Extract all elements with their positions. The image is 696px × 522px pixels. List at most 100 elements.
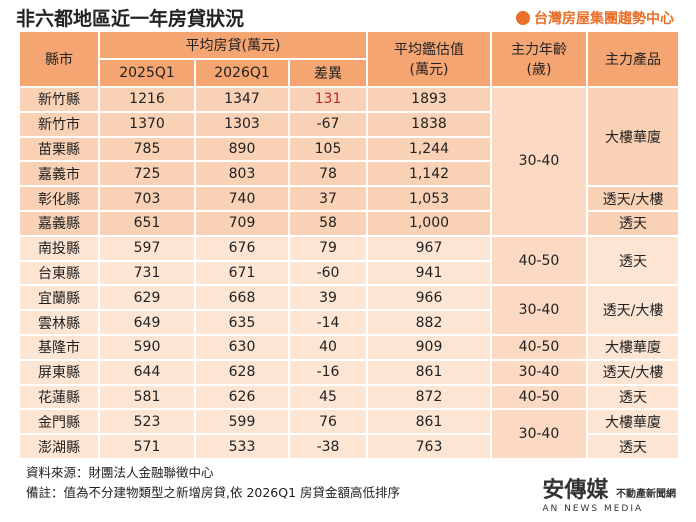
table-row: 金門縣 523 599 76 861 30-40 大樓華廈 xyxy=(18,408,680,460)
city-cell: 宜蘭縣 xyxy=(18,284,100,312)
table-row: 嘉義縣 651 709 58 1,000 透天 xyxy=(18,209,680,237)
product-cell: 透天 xyxy=(586,433,680,460)
city-cell: 金門縣 xyxy=(18,408,100,436)
header-text: (萬元) xyxy=(409,62,449,78)
value-cell: 967 xyxy=(366,234,492,262)
value-cell: 40 xyxy=(288,333,368,361)
watermark: 安傳媒 不動產新聞網 AN NEWS MEDIA xyxy=(542,472,676,514)
value-cell: 1370 xyxy=(98,110,196,138)
value-cell: 1,053 xyxy=(366,185,492,212)
table-row: 屏東縣 644 628 -16 861 30-40 透天/大樓 xyxy=(18,358,680,386)
value-cell: 1893 xyxy=(366,86,492,113)
value-cell: 725 xyxy=(98,160,196,188)
value-cell: 78 xyxy=(288,160,368,188)
table-row: 宜蘭縣 629 668 39 966 30-40 透天/大樓 xyxy=(18,284,680,336)
age-cell: 30-40 xyxy=(490,358,588,386)
value-cell: 533 xyxy=(194,433,290,460)
age-cell: 30-40 xyxy=(490,284,588,336)
value-cell: 651 xyxy=(98,209,196,237)
value-cell: 676 xyxy=(194,234,290,262)
header-row: 縣市 平均房貸(萬元) 平均鑑估值 (萬元) 主力年齡 (歲) 主力產品 xyxy=(18,30,680,88)
table-row: 彰化縣 703 740 37 1,053 透天/大樓 xyxy=(18,185,680,212)
city-cell: 花蓮縣 xyxy=(18,383,100,411)
value-cell: 626 xyxy=(194,383,290,411)
value-cell: 590 xyxy=(98,333,196,361)
header-text: 主力年齡 xyxy=(511,42,567,58)
value-cell: 731 xyxy=(98,259,196,287)
logo: 台灣房屋集團趨勢中心 xyxy=(516,8,674,28)
remark-note: 備註：值為不分建物類型之新增房貸,依 2026Q1 房貸金額高低排序 xyxy=(26,485,401,500)
watermark-sub: 不動產新聞網 xyxy=(616,489,676,500)
source-note: 資料來源：財團法人金融聯徵中心 xyxy=(26,465,214,480)
value-cell: -67 xyxy=(288,110,368,138)
product-cell: 透天/大樓 xyxy=(586,284,680,336)
watermark-english: AN NEWS MEDIA xyxy=(542,504,644,514)
value-cell: 628 xyxy=(194,358,290,386)
value-cell: 599 xyxy=(194,408,290,436)
city-cell: 新竹縣 xyxy=(18,86,100,113)
value-cell: 629 xyxy=(98,284,196,312)
value-cell: 872 xyxy=(366,383,492,411)
value-cell: 597 xyxy=(98,234,196,262)
table-row: 南投縣 597 676 79 967 40-50 透天 xyxy=(18,234,680,287)
value-cell: 131 xyxy=(288,86,368,113)
value-cell: 941 xyxy=(366,259,492,287)
product-cell: 大樓華廈 xyxy=(586,408,680,436)
value-cell: 1303 xyxy=(194,110,290,138)
value-cell: 668 xyxy=(194,284,290,312)
value-cell: 644 xyxy=(98,358,196,386)
age-cell: 30-40 xyxy=(490,408,588,460)
product-cell: 大樓華廈 xyxy=(586,333,680,361)
value-cell: 571 xyxy=(98,433,196,460)
value-cell: 890 xyxy=(194,135,290,163)
value-cell: 1838 xyxy=(366,110,492,138)
value-cell: 45 xyxy=(288,383,368,411)
table-row: 雲林縣 649 635 -14 882 xyxy=(18,309,679,336)
header-cell: 平均鑑估值 (萬元) xyxy=(366,30,492,88)
table-row: 嘉義市 725 803 78 1,142 xyxy=(18,160,679,188)
city-cell: 澎湖縣 xyxy=(18,433,100,460)
table-row: 基隆市 590 630 40 909 40-50 大樓華廈 xyxy=(18,333,680,361)
table-row: 新竹市 1370 1303 -67 1838 xyxy=(18,110,679,138)
value-cell: 1347 xyxy=(194,86,290,113)
value-cell: 1216 xyxy=(98,86,196,113)
city-cell: 苗栗縣 xyxy=(18,135,100,163)
watermark-brand: 安傳媒 xyxy=(542,478,609,503)
value-cell: 635 xyxy=(194,309,290,336)
age-cell: 40-50 xyxy=(490,234,588,287)
product-cell: 透天/大樓 xyxy=(586,185,680,212)
value-cell: 76 xyxy=(288,408,368,436)
value-cell: 763 xyxy=(366,433,492,460)
city-cell: 基隆市 xyxy=(18,333,100,361)
value-cell: 1,142 xyxy=(366,160,492,188)
header-text: 平均鑑估值 xyxy=(394,42,464,58)
header-cell: 平均房貸(萬元) xyxy=(98,30,368,60)
header-cell: 主力年齡 (歲) xyxy=(490,30,588,88)
table-row: 花蓮縣 581 626 45 872 40-50 透天 xyxy=(18,383,680,411)
value-cell: 909 xyxy=(366,333,492,361)
title: 非六都地區近一年房貸狀況 xyxy=(16,8,245,30)
product-cell: 透天 xyxy=(586,234,680,287)
logo-icon xyxy=(516,11,530,25)
value-cell: 861 xyxy=(366,408,492,436)
value-cell: 649 xyxy=(98,309,196,336)
city-cell: 屏東縣 xyxy=(18,358,100,386)
value-cell: 671 xyxy=(194,259,290,287)
value-cell: -14 xyxy=(288,309,368,336)
header-cell: 2026Q1 xyxy=(194,58,290,88)
city-cell: 南投縣 xyxy=(18,234,100,262)
table-row: 澎湖縣 571 533 -38 763 透天 xyxy=(18,433,680,460)
value-cell: 740 xyxy=(194,185,290,212)
table-row: 台東縣 731 671 -60 941 xyxy=(18,259,679,287)
value-cell: 79 xyxy=(288,234,368,262)
city-cell: 嘉義縣 xyxy=(18,209,100,237)
value-cell: 861 xyxy=(366,358,492,386)
header-text: (歲) xyxy=(526,62,552,78)
product-cell: 大樓華廈 xyxy=(586,85,680,188)
value-cell: -60 xyxy=(288,259,368,287)
city-cell: 嘉義市 xyxy=(18,160,100,188)
header-cell: 差異 xyxy=(288,58,368,88)
product-cell: 透天 xyxy=(586,383,680,411)
table-body: 新竹縣 1216 1347 131 1893 30-40 大樓華廈 新竹市 1370 1303 -6… xyxy=(18,85,680,460)
